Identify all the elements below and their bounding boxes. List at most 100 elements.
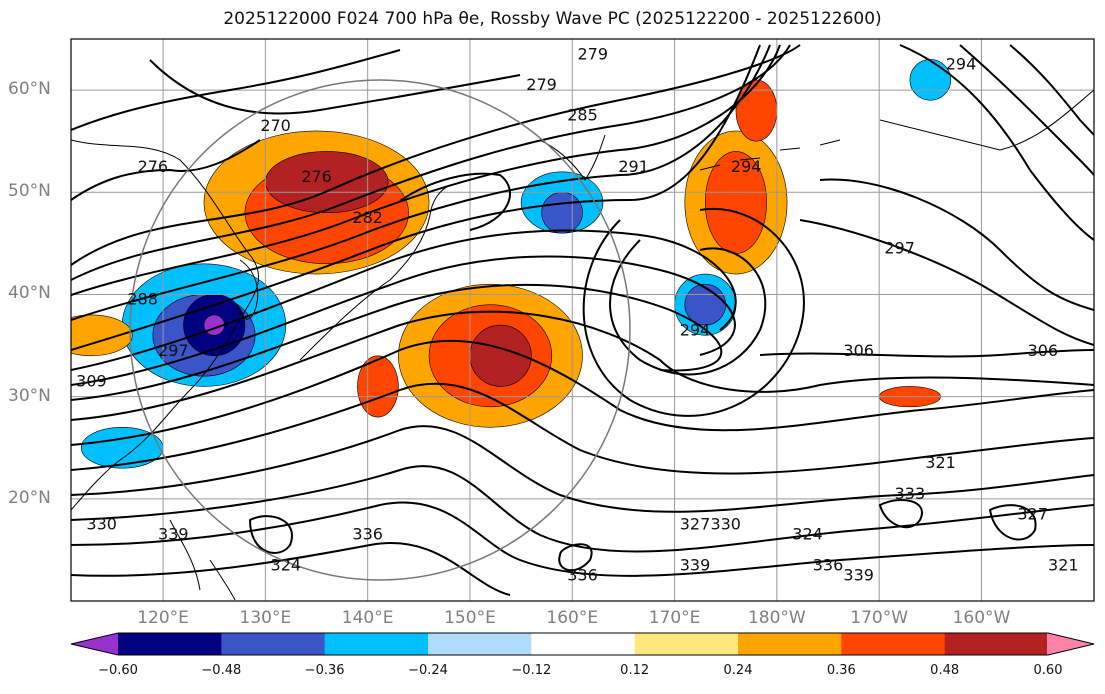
contour-line [149,59,521,115]
contour-line [71,255,736,386]
lat-tick-label: 20°N [8,487,51,508]
contour-label: 336 [352,525,383,544]
contour-label: 330 [86,514,117,533]
colorbar-tick-label: 0.60 [1033,663,1063,678]
contour-line [71,501,1094,577]
colorbar-segment [634,633,739,655]
colorbar-segment [428,633,532,655]
contour-line [71,44,771,321]
contour-label: 288 [127,290,158,309]
contour-labels: 279 279 285 291 294 294 270 276 276 282 288 297 309 2… [76,44,1078,584]
colorbar-tick-label: 0.36 [826,663,856,678]
contour-label: 309 [76,371,107,390]
korea-coastline [237,259,259,320]
contour-label: 330 [710,514,741,533]
asia-coastline [71,139,260,511]
contour-label: 294 [731,157,762,176]
aleutian-islands [699,139,841,171]
contour-line [71,229,737,371]
colorbar-max-arrow [1047,633,1094,655]
contour-line [71,44,781,296]
contour-label: 276 [301,167,332,186]
colorbar-tick-label: 0.12 [620,663,650,678]
contour-line [71,382,1094,475]
contour-line [799,219,1094,346]
contour-label: 294 [680,320,711,339]
contour-label: 321 [1048,555,1079,574]
colorbar-min-arrow [71,633,119,655]
colorbar-tick-label: −0.36 [304,663,345,678]
lon-tick-label: 120°E [137,608,189,628]
contour-label: 321 [925,453,956,472]
shading-patch [541,191,583,234]
contour-line [71,44,761,351]
lon-tick-label: 170°E [648,608,701,628]
contour-line [71,310,1094,421]
colorbar [70,632,1095,656]
contour-label: 336 [567,566,598,585]
theta-e-contours [71,44,1094,596]
contour-label: 306 [843,341,874,360]
colorbar-segment [841,633,946,655]
colorbar-tick-label: −0.12 [511,663,552,678]
colorbar-segment [944,633,1049,655]
colorbar-outline [70,632,1095,656]
reference-circle [129,79,631,581]
colorbar-segment [221,633,326,655]
contour-line [558,543,593,572]
contour-line [71,49,401,131]
contour-label: 279 [577,44,608,63]
lon-tick-label: 160°W [952,608,1011,628]
contour-label: 336 [813,555,844,574]
contour-line [248,515,293,554]
shading-patch [684,283,727,326]
colorbar-tick-label: −0.60 [98,663,138,678]
lat-tick-label: 50°N [8,181,51,202]
contour-line [71,424,1094,513]
contour-line [899,44,1094,241]
lat-lon-gridlines [71,39,1094,601]
lon-tick-label: 160°E [546,608,599,628]
contour-line [71,464,1094,553]
contour-line [399,172,511,231]
contour-label: 297 [158,341,189,360]
lat-tick-label: 40°N [8,283,51,304]
lon-tick-label: 140°E [341,608,394,628]
lat-tick-label: 30°N [8,385,51,406]
lon-tick-label: 180°W [747,608,806,628]
contour-line [71,44,801,266]
colorbar-tick-label: 0.24 [723,663,753,678]
contour-line [1009,44,1094,136]
contour-label: 270 [260,116,291,135]
contour-line [71,283,723,401]
contour-label: 306 [1028,341,1059,360]
colorbar-segment [118,633,222,655]
colorbar-tick-label: −0.24 [408,663,448,678]
contour-label: 333 [895,484,926,503]
contour-label: 339 [158,525,189,544]
contour-line [878,499,923,529]
contour-line [71,339,1094,446]
contour-line [759,349,1094,358]
contour-label: 324 [792,525,823,544]
contour-label: 339 [843,566,874,585]
contour-line [71,542,511,596]
lon-tick-label: 170°W [850,608,909,628]
contour-line [988,504,1037,541]
contour-line [609,239,767,376]
colorbar-segment [738,633,842,655]
shading-patch [909,59,952,101]
contour-label: 297 [884,239,915,258]
contour-label: 291 [618,157,649,176]
contour-line [71,139,261,201]
alaska-coastline [879,89,1094,151]
contour-label: 327 [680,514,711,533]
kamchatka-coastline [539,134,606,181]
lat-tick-label: 60°N [8,79,51,100]
philippines-coastline [169,519,236,601]
lon-tick-label: 150°E [444,608,496,628]
contour-label: 282 [352,208,383,227]
colorbar-segment [531,633,636,655]
contour-label: 285 [567,106,598,125]
